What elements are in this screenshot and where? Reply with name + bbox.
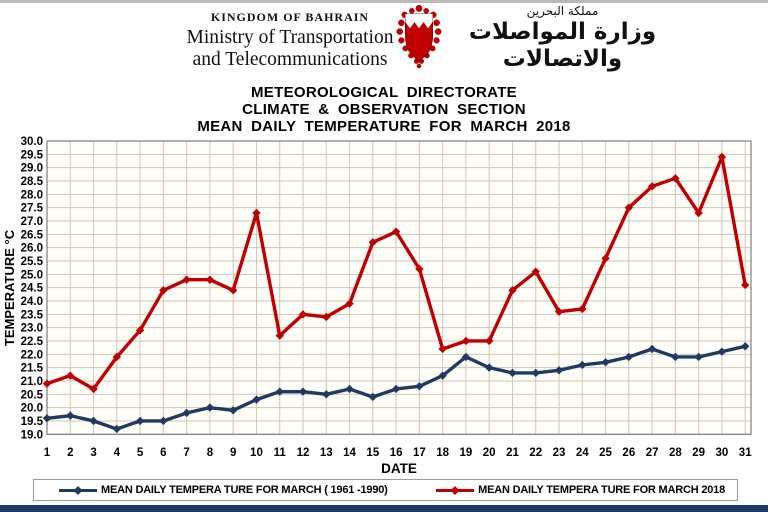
svg-text:23: 23 xyxy=(553,447,566,459)
svg-text:27.0: 27.0 xyxy=(21,216,43,228)
svg-text:24.5: 24.5 xyxy=(21,283,44,295)
x-axis-title: DATE xyxy=(381,461,417,476)
svg-text:20: 20 xyxy=(483,447,496,459)
svg-text:2: 2 xyxy=(67,447,73,459)
ministry-line1: Ministry of Transportation xyxy=(186,27,394,48)
svg-text:23.0: 23.0 xyxy=(21,323,43,335)
chart-title-line3: MEAN DAILY TEMPERATURE FOR MARCH 2018 xyxy=(197,118,571,135)
svg-text:26.5: 26.5 xyxy=(21,229,44,241)
x-tick-labels: 1 2 3 4 5 6 7 8 9 10 11 12 13 14 15 16 17 18 19 20 21 22 23 24 2… xyxy=(44,447,752,459)
svg-text:21.0: 21.0 xyxy=(21,376,43,388)
svg-text:28: 28 xyxy=(669,447,682,459)
legend-item-normals: MEAN DAILY TEMPERA TURE FOR MARCH ( 1961… xyxy=(58,484,388,496)
svg-text:24: 24 xyxy=(576,447,589,459)
svg-text:20.0: 20.0 xyxy=(21,403,43,415)
svg-text:29.0: 29.0 xyxy=(21,163,43,175)
svg-text:29: 29 xyxy=(692,447,705,459)
svg-text:6: 6 xyxy=(160,447,166,459)
svg-text:7: 7 xyxy=(183,447,189,459)
svg-text:15: 15 xyxy=(366,447,379,459)
svg-text:12: 12 xyxy=(297,447,310,459)
svg-text:20.5: 20.5 xyxy=(21,389,44,401)
svg-text:14: 14 xyxy=(343,447,356,459)
svg-text:9: 9 xyxy=(230,447,236,459)
svg-text:30.0: 30.0 xyxy=(21,136,43,148)
svg-text:26.0: 26.0 xyxy=(21,243,43,255)
svg-text:29.5: 29.5 xyxy=(21,149,44,161)
svg-text:17: 17 xyxy=(413,447,426,459)
svg-text:25: 25 xyxy=(599,447,612,459)
series-line-2018 xyxy=(42,152,750,394)
arabic-ministry-label: وزارة المواصلات والاتصالات xyxy=(468,19,657,72)
svg-text:25.0: 25.0 xyxy=(21,269,43,281)
y-tick-labels: 19.019.520.0 20.521.021.5 22.022.523.0 23.5… xyxy=(21,136,44,441)
svg-text:5: 5 xyxy=(137,447,144,459)
svg-text:22.0: 22.0 xyxy=(21,349,43,361)
svg-text:21.5: 21.5 xyxy=(21,363,44,375)
svg-text:19.5: 19.5 xyxy=(21,416,44,428)
arabic-header: مملكة البحرين وزارة المواصلات والاتصالات xyxy=(455,4,670,73)
svg-text:30: 30 xyxy=(716,447,729,459)
legend-label-normals: MEAN DAILY TEMPERA TURE FOR MARCH ( 1961… xyxy=(101,484,388,496)
svg-text:28.0: 28.0 xyxy=(21,189,43,201)
ministry-name: Ministry of Transportation and Telecommu… xyxy=(95,27,485,71)
svg-text:24.0: 24.0 xyxy=(21,296,43,308)
svg-text:31: 31 xyxy=(739,447,752,459)
bahrain-coat-of-arms-icon xyxy=(395,3,443,78)
bottom-navy-bar xyxy=(0,505,768,512)
chart-legend: MEAN DAILY TEMPERA TURE FOR MARCH ( 1961… xyxy=(33,479,738,501)
legend-label-2018: MEAN DAILY TEMPERA TURE FOR MARCH 2018 xyxy=(478,484,725,496)
svg-text:1: 1 xyxy=(44,447,51,459)
svg-text:25.5: 25.5 xyxy=(21,256,44,268)
svg-text:13: 13 xyxy=(320,447,333,459)
svg-text:8: 8 xyxy=(207,447,214,459)
arabic-kingdom-label: مملكة البحرين xyxy=(526,4,599,18)
svg-text:4: 4 xyxy=(114,447,121,459)
svg-text:10: 10 xyxy=(250,447,263,459)
svg-text:28.5: 28.5 xyxy=(21,176,44,188)
svg-text:19: 19 xyxy=(460,447,473,459)
top-border-strip xyxy=(0,0,768,3)
ministry-line2: and Telecommunications xyxy=(192,49,388,70)
chart-title-line1: METEOROLOGICAL DIRECTORATE xyxy=(251,84,517,101)
legend-item-2018: MEAN DAILY TEMPERA TURE FOR MARCH 2018 xyxy=(435,484,725,496)
svg-text:11: 11 xyxy=(274,447,287,459)
svg-text:27: 27 xyxy=(646,447,659,459)
svg-text:27.5: 27.5 xyxy=(21,203,44,215)
y-axis-title: TEMPERATURE °C xyxy=(2,229,17,346)
chart-title-block: METEOROLOGICAL DIRECTORATE CLIMATE & OBS… xyxy=(0,84,768,135)
svg-text:22.5: 22.5 xyxy=(21,336,44,348)
chart-title-line2: CLIMATE & OBSERVATION SECTION xyxy=(242,101,526,118)
svg-text:19.0: 19.0 xyxy=(21,429,43,441)
series-line-normals xyxy=(42,342,750,434)
svg-text:16: 16 xyxy=(390,447,403,459)
legend-line-normals-icon xyxy=(59,485,97,495)
svg-text:26: 26 xyxy=(622,447,635,459)
svg-text:18: 18 xyxy=(436,447,449,459)
kingdom-of-bahrain-label: KINGDOM OF BAHRAIN xyxy=(210,10,370,24)
svg-text:21: 21 xyxy=(506,447,519,459)
svg-text:23.5: 23.5 xyxy=(21,309,44,321)
svg-text:22: 22 xyxy=(529,447,542,459)
legend-line-2018-icon xyxy=(436,485,475,495)
svg-text:3: 3 xyxy=(90,447,96,459)
